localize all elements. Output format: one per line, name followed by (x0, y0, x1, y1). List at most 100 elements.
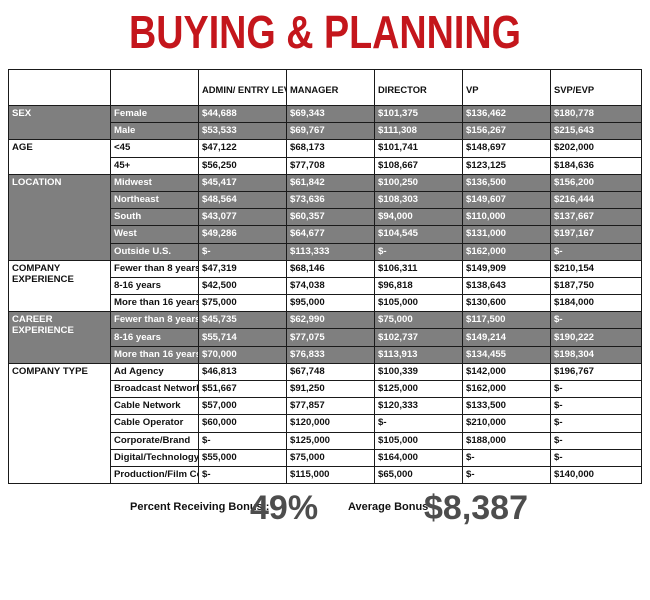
cell-svp-evp: $140,000 (550, 465, 642, 485)
table-row: West $49,286 $64,677 $104,545 $131,000 $197,1… (9, 225, 642, 244)
row-label: South (110, 208, 199, 227)
table-row: 45+ $56,250 $77,708 $108,667 $123,125 $184,63… (9, 156, 642, 175)
cell-vp: $136,462 (462, 104, 551, 124)
cell-svp-evp: $- (550, 242, 642, 261)
cell-director: $- (374, 414, 463, 433)
category-label: CAREER EXPERIENCE (8, 311, 111, 364)
cell-director: $108,303 (374, 190, 463, 210)
cell-svp-evp: $202,000 (550, 139, 642, 158)
cell-manager: $77,075 (286, 328, 375, 347)
cell-svp-evp: $- (550, 448, 642, 467)
cell-vp: $136,500 (462, 173, 551, 192)
cell-admin-entry-level: $42,500 (198, 276, 287, 296)
cell-manager: $125,000 (286, 431, 375, 450)
header-blank-category (8, 69, 111, 106)
header-blank-subcategory (110, 69, 199, 106)
cell-admin-entry-level: $75,000 (198, 294, 287, 313)
cell-svp-evp: $180,778 (550, 104, 642, 124)
cell-admin-entry-level: $47,319 (198, 259, 287, 278)
average-bonus-label: Average Bonus : (348, 501, 436, 513)
category-label: SEX (8, 104, 111, 141)
row-label: Ad Agency (110, 362, 199, 382)
category-label: COMPANY EXPERIENCE (8, 259, 111, 313)
cell-svp-evp: $190,222 (550, 328, 642, 347)
cell-vp: $156,267 (462, 122, 551, 141)
cell-director: $125,000 (374, 379, 463, 399)
cell-manager: $67,748 (286, 362, 375, 382)
cell-admin-entry-level: $70,000 (198, 345, 287, 364)
cell-admin-entry-level: $- (198, 465, 287, 485)
cell-director: $65,000 (374, 465, 463, 485)
cell-admin-entry-level: $43,077 (198, 208, 287, 227)
percent-bonus-value: 49% (250, 489, 319, 527)
cell-vp: $162,000 (462, 379, 551, 399)
cell-svp-evp: $216,444 (550, 190, 642, 210)
cell-admin-entry-level: $55,714 (198, 328, 287, 347)
cell-vp: $- (462, 448, 551, 467)
cell-manager: $113,333 (286, 242, 375, 261)
cell-admin-entry-level: $45,417 (198, 173, 287, 192)
row-label: Cable Network (110, 397, 199, 416)
cell-director: $75,000 (374, 311, 463, 330)
row-label: Outside U.S. (110, 242, 199, 261)
table-row: SEX Female $44,688 $69,343 $101,375 $136,462 $… (8, 104, 642, 141)
cell-vp: $- (462, 465, 551, 485)
row-label: West (110, 225, 199, 244)
cell-manager: $95,000 (286, 294, 375, 313)
cell-manager: $68,173 (286, 139, 375, 158)
cell-svp-evp: $184,636 (550, 156, 642, 175)
cell-vp: $188,000 (462, 431, 551, 450)
cell-vp: $149,909 (462, 259, 551, 278)
cell-svp-evp: $197,167 (550, 225, 642, 244)
table-row: AGE <45 $47,122 $68,173 $101,741 $148,697 $202… (8, 139, 642, 175)
cell-director: $102,737 (374, 328, 463, 347)
cell-director: $94,000 (374, 208, 463, 227)
table-row: 8-16 years $55,714 $77,075 $102,737 $149,214… (9, 328, 642, 347)
table-row: Corporate/Brand $- $125,000 $105,000 $188,00… (9, 431, 642, 450)
cell-director: $111,308 (374, 122, 463, 141)
table-body: SEX Female $44,688 $69,343 $101,375 $136,462 $… (8, 104, 642, 485)
cell-vp: $210,000 (462, 414, 551, 433)
cell-vp: $138,643 (462, 276, 551, 296)
cell-manager: $74,038 (286, 276, 375, 296)
cell-svp-evp: $137,667 (550, 208, 642, 227)
row-label: Northeast (110, 190, 199, 210)
cell-admin-entry-level: $47,122 (198, 139, 287, 158)
row-label: Female (110, 104, 199, 124)
row-label: Digital/Technology (110, 448, 199, 467)
cell-manager: $91,250 (286, 379, 375, 399)
salary-table: ADMIN/ ENTRY LEVEL MANAGER DIRECTOR VP S… (8, 69, 642, 485)
cell-manager: $73,636 (286, 190, 375, 210)
cell-admin-entry-level: $44,688 (198, 104, 287, 124)
table-row: Broadcast Network $51,667 $91,250 $125,000 $… (9, 379, 642, 399)
header-svp-evp: SVP/EVP (550, 69, 642, 106)
category-label: COMPANY TYPE (8, 362, 111, 485)
cell-manager: $62,990 (286, 311, 375, 330)
row-label: Cable Operator (110, 414, 199, 433)
cell-svp-evp: $215,643 (550, 122, 642, 141)
cell-director: $108,667 (374, 156, 463, 175)
header-director: DIRECTOR (374, 69, 463, 106)
row-label: Production/Film Co. (110, 465, 199, 485)
cell-svp-evp: $- (550, 379, 642, 399)
cell-svp-evp: $- (550, 414, 642, 433)
cell-vp: $117,500 (462, 311, 551, 330)
table-row: LOCATION Midwest $45,417 $61,842 $100,250 $13… (8, 173, 642, 261)
cell-director: $104,545 (374, 225, 463, 244)
cell-manager: $120,000 (286, 414, 375, 433)
cell-svp-evp: $196,767 (550, 362, 642, 382)
cell-vp: $131,000 (462, 225, 551, 244)
cell-vp: $110,000 (462, 208, 551, 227)
cell-manager: $60,357 (286, 208, 375, 227)
row-label: 45+ (110, 156, 199, 175)
bonus-summary: Percent Receiving Bonus : 49% Average Bo… (0, 486, 650, 530)
cell-admin-entry-level: $46,813 (198, 362, 287, 382)
cell-vp: $142,000 (462, 362, 551, 382)
row-label: Fewer than 8 years (110, 311, 199, 330)
cell-admin-entry-level: $55,000 (198, 448, 287, 467)
cell-manager: $69,343 (286, 104, 375, 124)
cell-manager: $115,000 (286, 465, 375, 485)
cell-vp: $123,125 (462, 156, 551, 175)
cell-director: $101,375 (374, 104, 463, 124)
cell-director: $96,818 (374, 276, 463, 296)
